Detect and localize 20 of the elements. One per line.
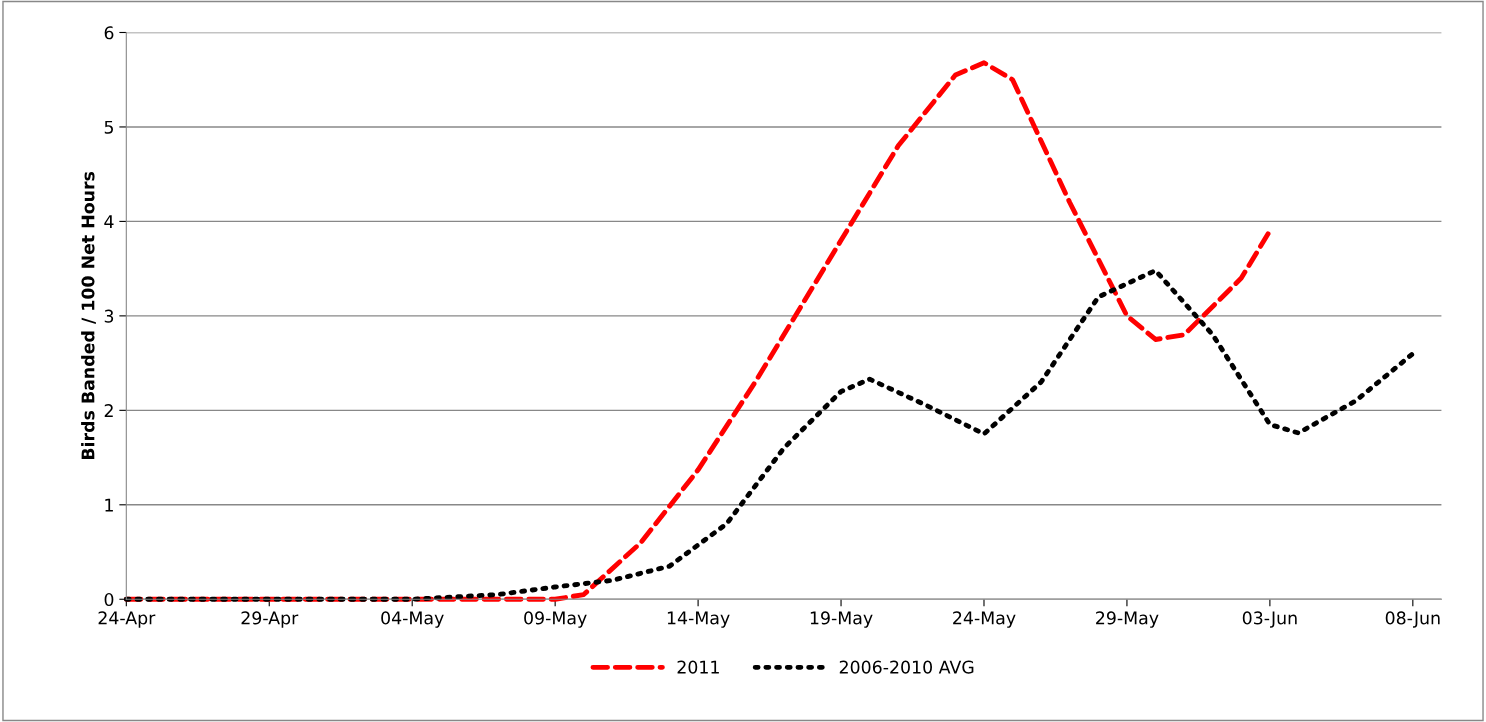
- x-tick-label: 04-May: [381, 611, 444, 628]
- y-tick-label: 2: [104, 404, 113, 417]
- x-tick-label: 14-May: [667, 611, 730, 628]
- legend-label: 2006-2010 AVG: [839, 660, 974, 674]
- x-tick-label: 19-May: [810, 611, 873, 628]
- x-tick-label: 03-Jun: [1242, 611, 1297, 628]
- y-axis-title: Birds Banded / 100 Net Hours: [81, 171, 96, 460]
- x-tick-label: 24-May: [953, 611, 1016, 628]
- x-tick-label: 08-Jun: [1385, 611, 1440, 628]
- x-tick-label: 24-Apr: [98, 611, 156, 628]
- y-tick-label: 6: [104, 26, 114, 40]
- legend-label: 2011: [677, 660, 719, 674]
- y-tick-label: 5: [104, 120, 113, 134]
- x-tick-label: 29-Apr: [241, 611, 299, 628]
- y-tick-label: 3: [104, 309, 114, 323]
- x-tick-label: 09-May: [524, 611, 587, 628]
- x-tick-label: 29-May: [1096, 611, 1159, 628]
- y-tick-label: 4: [104, 215, 114, 229]
- y-tick-label: 1: [105, 498, 113, 512]
- y-tick-label: 0: [104, 592, 114, 607]
